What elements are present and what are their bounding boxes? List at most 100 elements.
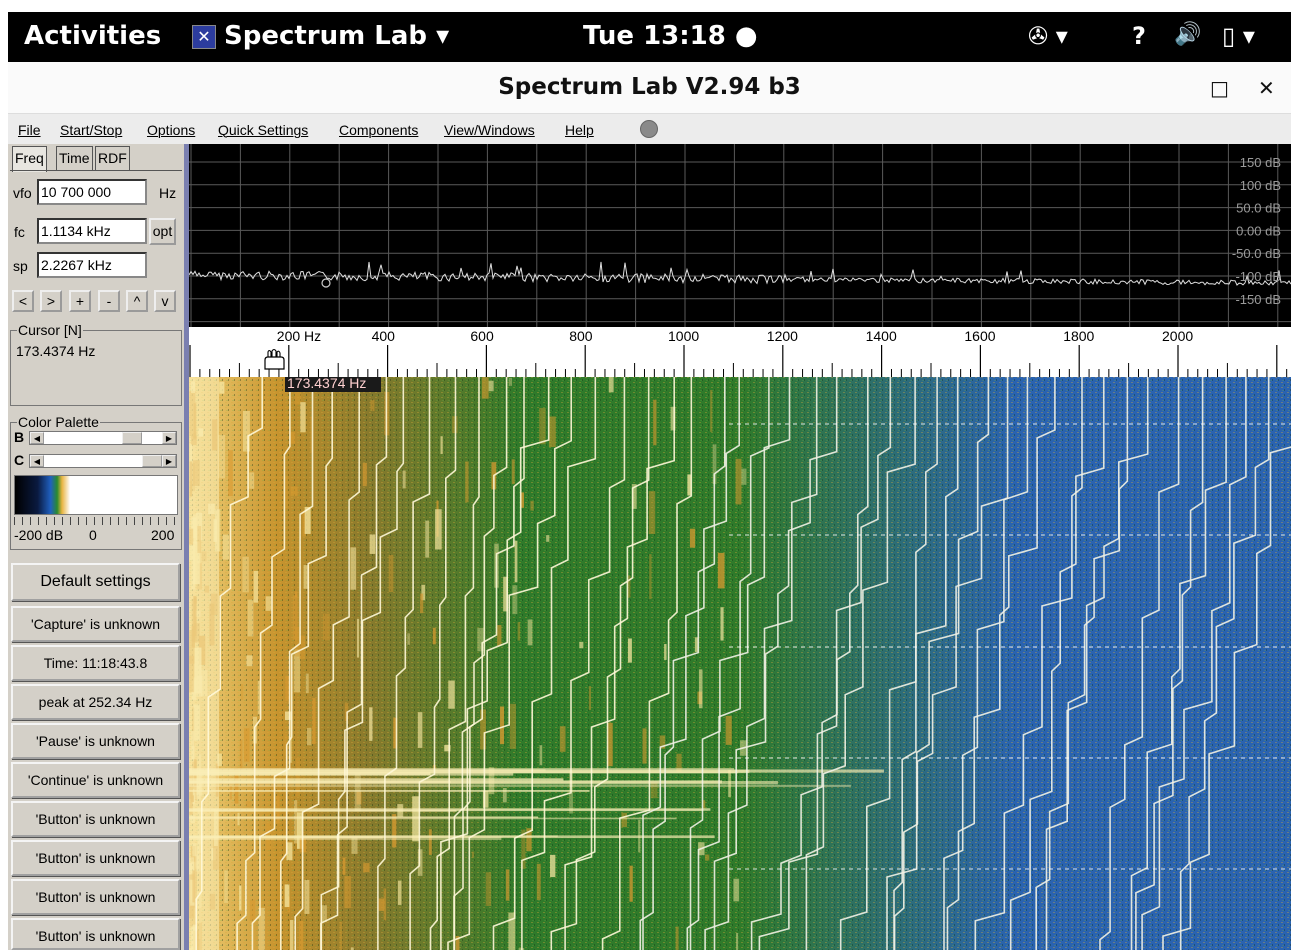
- noise-streak: [689, 528, 696, 548]
- signal-trace: [447, 377, 572, 950]
- waterfall-svg: 173.4374 Hz: [189, 377, 1291, 950]
- signal-trace: [943, 377, 1029, 950]
- nav-left-button[interactable]: <: [12, 290, 34, 312]
- accessibility-icon[interactable]: ✇ ▾: [1028, 22, 1068, 50]
- vfo-field[interactable]: 10 700 000: [37, 179, 147, 205]
- nav-up-button[interactable]: ^: [126, 290, 148, 312]
- palette-mid-label: 0: [89, 527, 97, 543]
- nav-down-button[interactable]: v: [154, 290, 176, 312]
- signal-trace: [492, 377, 597, 950]
- hand-cursor-icon: [264, 348, 285, 370]
- palette-ticks: [14, 517, 178, 525]
- panel-splitter[interactable]: [184, 144, 189, 950]
- zoom-out-button[interactable]: -: [98, 290, 120, 312]
- signal-trace: [893, 377, 1009, 950]
- noise-streak: [440, 436, 443, 455]
- noise-band: [189, 836, 502, 841]
- battery-icon[interactable]: ▯ ▾: [1222, 22, 1255, 50]
- activities-button[interactable]: Activities: [24, 21, 162, 51]
- noise-streak: [292, 595, 298, 641]
- signal-trace: [294, 377, 360, 950]
- brightness-slider-thumb[interactable]: [122, 432, 142, 444]
- noise-band: [189, 784, 851, 787]
- noise-streak: [627, 638, 632, 663]
- waterfall-time-markers: [729, 423, 1291, 870]
- network-icon[interactable]: ?: [1132, 22, 1146, 50]
- noise-streak: [621, 812, 628, 828]
- menu-options[interactable]: Options: [147, 122, 196, 138]
- capture-button[interactable]: 'Capture' is unknown: [11, 606, 180, 642]
- app-menu-button[interactable]: Spectrum Lab ▾: [224, 21, 450, 51]
- maximize-button[interactable]: □: [1210, 76, 1229, 100]
- scale-label: 1600: [964, 328, 995, 344]
- tab-rdf[interactable]: RDF: [95, 146, 130, 170]
- menu-view-windows[interactable]: View/Windows: [444, 122, 535, 138]
- noise-streak: [527, 619, 533, 646]
- default-settings-button[interactable]: Default settings: [11, 563, 180, 601]
- user-button-4[interactable]: 'Button' is unknown: [11, 918, 180, 950]
- signal-trace: [601, 377, 693, 950]
- noise-streak: [648, 491, 656, 535]
- noise-band: [189, 816, 538, 819]
- noise-streak: [253, 570, 259, 603]
- noise-streak: [480, 709, 486, 750]
- brightness-left-arrow-icon[interactable]: ◀: [30, 432, 44, 444]
- signal-trace: [320, 377, 405, 950]
- noise-streak: [244, 728, 250, 762]
- noise-streak: [514, 540, 518, 583]
- signal-trace: [1162, 446, 1291, 950]
- noise-streak: [299, 635, 306, 660]
- nav-right-button[interactable]: >: [40, 290, 62, 312]
- menu-quick-settings[interactable]: Quick Settings: [218, 122, 309, 138]
- brightness-slider[interactable]: ◀ ▶: [29, 431, 177, 445]
- noise-streak: [588, 686, 592, 710]
- contrast-right-arrow-icon[interactable]: ▶: [162, 455, 176, 467]
- noise-streak: [508, 377, 513, 386]
- close-button[interactable]: ✕: [1258, 76, 1275, 100]
- fc-field[interactable]: 1.1134 kHz: [37, 218, 147, 244]
- spectrum-display[interactable]: 150 dB 100 dB 50.0 dB 0.00 dB -50.0 dB -…: [188, 144, 1291, 327]
- signal-trace: [440, 377, 550, 950]
- opt-button[interactable]: opt: [149, 218, 176, 245]
- signal-trace: [974, 377, 1083, 950]
- continue-button[interactable]: 'Continue' is unknown: [11, 762, 180, 798]
- sp-field[interactable]: 2.2267 kHz: [37, 252, 147, 278]
- menu-help[interactable]: Help: [565, 122, 594, 138]
- brightness-right-arrow-icon[interactable]: ▶: [162, 432, 176, 444]
- peak-button[interactable]: peak at 252.34 Hz: [11, 684, 180, 720]
- contrast-left-arrow-icon[interactable]: ◀: [30, 455, 44, 467]
- menu-file[interactable]: File: [18, 122, 41, 138]
- scale-label: 400: [372, 328, 396, 344]
- clock-button[interactable]: Tue 13:18 ●: [583, 21, 758, 51]
- db-axis: 150 dB 100 dB 50.0 dB 0.00 dB -50.0 dB -…: [1232, 155, 1281, 307]
- noise-streak: [285, 475, 289, 509]
- contrast-slider[interactable]: ◀ ▶: [29, 454, 177, 468]
- noise-streak: [482, 790, 489, 808]
- tab-time[interactable]: Time: [56, 146, 93, 170]
- noise-streak: [539, 745, 543, 766]
- signal-trace: [280, 377, 333, 950]
- user-button-1[interactable]: 'Button' is unknown: [11, 801, 180, 837]
- contrast-slider-thumb[interactable]: [142, 455, 162, 467]
- noise-band: [189, 778, 564, 781]
- signal-trace: [195, 377, 263, 950]
- noise-streak: [369, 534, 376, 554]
- pause-button[interactable]: 'Pause' is unknown: [11, 723, 180, 759]
- noise-streak: [243, 410, 250, 452]
- time-button[interactable]: Time: 11:18:43.8: [11, 645, 180, 681]
- user-button-3[interactable]: 'Button' is unknown: [11, 879, 180, 915]
- volume-icon[interactable]: 🔊: [1174, 22, 1202, 47]
- noise-streak: [736, 932, 739, 950]
- noise-streak: [242, 556, 249, 593]
- signal-trace: [1130, 377, 1227, 950]
- zoom-in-button[interactable]: +: [69, 290, 91, 312]
- noise-streak: [304, 506, 311, 534]
- user-button-2[interactable]: 'Button' is unknown: [11, 840, 180, 876]
- noise-streak: [687, 474, 692, 496]
- menu-components[interactable]: Components: [339, 122, 419, 138]
- menu-start-stop[interactable]: Start/Stop: [60, 122, 123, 138]
- noise-streak: [407, 633, 410, 645]
- frequency-scale[interactable]: 200 Hz 400 600 800 1000 1200 1400 1600 1…: [189, 327, 1291, 377]
- waterfall-display[interactable]: 173.4374 Hz: [189, 377, 1291, 950]
- tab-freq[interactable]: Freq: [12, 146, 47, 172]
